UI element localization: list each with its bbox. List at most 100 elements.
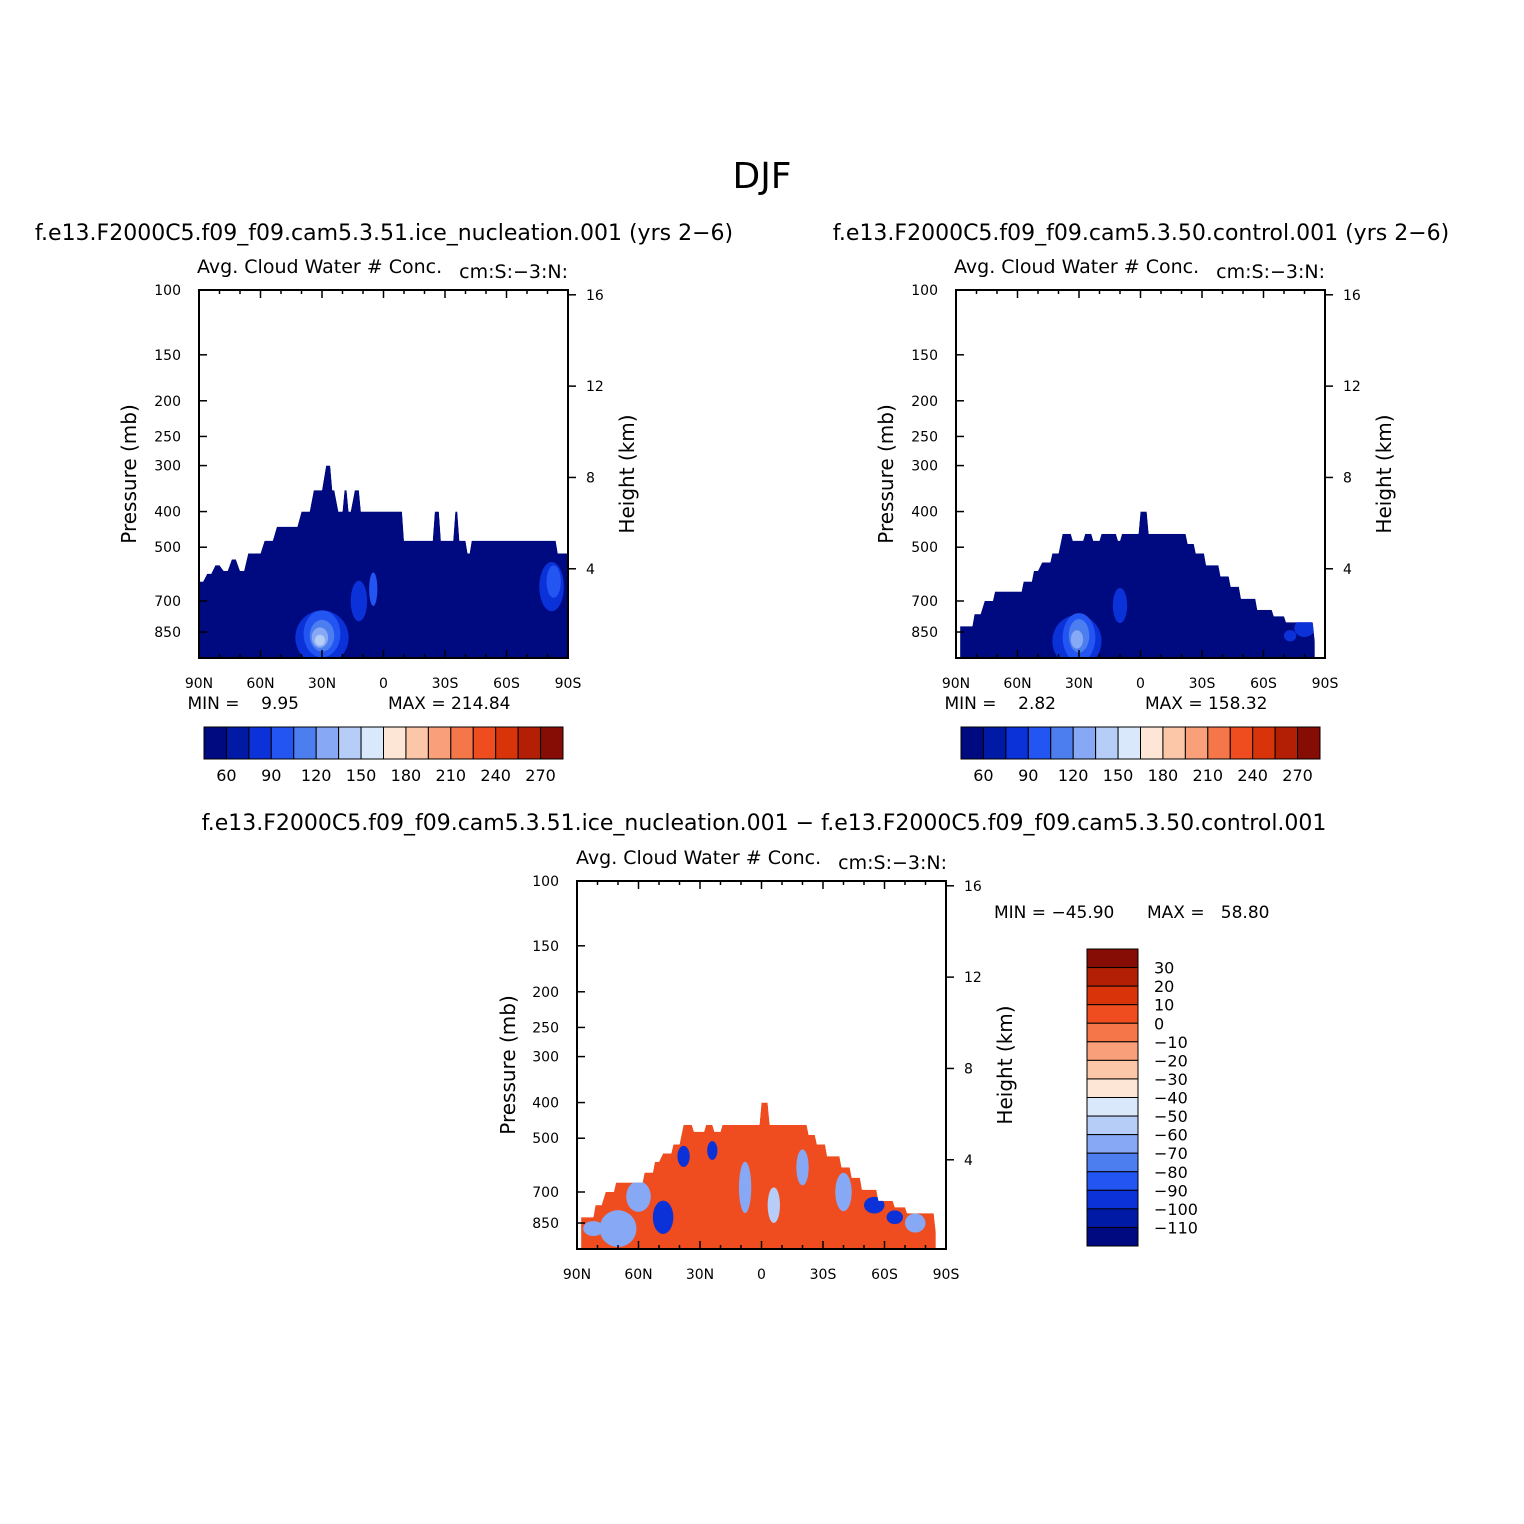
colorbar-label: 90 [261, 766, 281, 785]
contour-patch [767, 1187, 780, 1223]
colorbar-swatch [1086, 1171, 1139, 1191]
colorbar-swatch [1086, 967, 1139, 987]
x-tick-label: 0 [757, 1267, 766, 1283]
colorbar-swatch [540, 726, 564, 760]
y-tick-label-right: 16 [586, 288, 604, 304]
y-tick-label: 700 [911, 594, 938, 610]
colorbar-swatch [1086, 1059, 1139, 1080]
colorbar-label: −40 [1154, 1089, 1188, 1108]
x-tick-label: 0 [1136, 676, 1145, 692]
colorbar-swatch [982, 726, 1007, 760]
colorbar-swatch [1117, 726, 1141, 760]
colorbar-label: −70 [1154, 1144, 1188, 1163]
colorbar-label: −60 [1154, 1126, 1188, 1145]
colorbar-swatch [1086, 1189, 1139, 1210]
x-tick-label: 90N [185, 676, 213, 692]
contour-patch [1070, 630, 1084, 649]
colorbar-label: 20 [1154, 977, 1174, 996]
contour-patch [1112, 587, 1128, 624]
panel-region-label: cm:S:−3:N: [1216, 261, 1325, 283]
contour-patch [314, 634, 326, 646]
colorbar-swatch [1252, 726, 1276, 760]
panel-control: f.e13.F2000C5.f09_f09.cam5.3.50.control.… [833, 221, 1449, 785]
contour-fill [199, 465, 568, 658]
x-tick-label: 30S [1189, 676, 1216, 692]
y-tick-label: 100 [532, 874, 559, 890]
y-tick-label: 100 [911, 283, 938, 299]
x-tick-label: 90N [942, 676, 970, 692]
panel-case-title: f.e13.F2000C5.f09_f09.cam5.3.50.control.… [833, 221, 1449, 246]
colorbar-label: 240 [480, 766, 511, 785]
colorbar-swatch [270, 726, 295, 760]
contour-patch [369, 572, 378, 606]
min-value-label: MIN = 2.82 [944, 694, 1056, 714]
colorbar-swatch [1086, 948, 1139, 969]
colorbar-label: 210 [436, 766, 467, 785]
colorbar-label: 90 [1018, 766, 1038, 785]
contour-field [199, 465, 568, 658]
contour-patch [1284, 630, 1297, 642]
y-tick-label: 100 [154, 283, 181, 299]
colorbar-label: −20 [1154, 1051, 1188, 1070]
colorbar-label: 0 [1154, 1014, 1164, 1033]
panel-variable-title: Avg. Cloud Water # Conc. [576, 847, 821, 869]
contour-patch [1294, 619, 1315, 637]
contour-plot: 90N 60N 30N 0 30S 60S 90S 100 150 200 250 300 400 500… [532, 874, 982, 1283]
y-tick-label: 400 [911, 505, 938, 521]
panel-region-label: cm:S:−3:N: [459, 261, 568, 283]
x-tick-label: 30N [686, 1267, 714, 1283]
panel-ice-nucleation: f.e13.F2000C5.f09_f09.cam5.3.51.ice_nucl… [35, 221, 733, 785]
colorbar-swatch [360, 726, 384, 760]
x-tick-label: 30N [308, 676, 336, 692]
x-tick-label: 0 [379, 676, 388, 692]
y-tick-label-right: 12 [1343, 379, 1361, 395]
contour-patch [652, 1200, 674, 1234]
colorbar-swatch [1086, 1134, 1139, 1154]
y-tick-label-right: 16 [964, 879, 982, 895]
contour-plot: 90N 60N 30N 0 30S 60S 90S 100 150 200 250 300 400 500… [154, 283, 604, 692]
y-tick-label: 500 [154, 540, 181, 556]
contour-patch [738, 1161, 752, 1214]
colorbar-swatch [1274, 726, 1299, 760]
y-tick-label: 150 [911, 348, 938, 364]
contour-patch [677, 1145, 690, 1167]
colorbar-swatch [1162, 726, 1186, 760]
y-tick-label-right: 8 [1343, 470, 1352, 486]
colorbar-swatch [472, 726, 497, 760]
x-tick-label: 60N [624, 1267, 652, 1283]
y-tick-label-right: 4 [964, 1153, 973, 1169]
colorbar-label: 120 [1058, 766, 1089, 785]
colorbar-swatch [203, 726, 227, 760]
panel-variable-title: Avg. Cloud Water # Conc. [954, 256, 1199, 278]
y-tick-label: 850 [911, 625, 938, 641]
x-tick-label: 90S [1312, 676, 1339, 692]
y-tick-label: 200 [532, 985, 559, 1001]
colorbar-swatch [315, 726, 340, 760]
colorbar-swatch [225, 726, 250, 760]
colorbar-swatch [1207, 726, 1231, 760]
x-tick-label: 30N [1065, 676, 1093, 692]
colorbar-swatch [427, 726, 452, 760]
y-tick-label: 250 [154, 429, 181, 445]
y-tick-label: 850 [532, 1216, 559, 1232]
colorbar-swatch [1297, 726, 1321, 760]
contour-plot: 90N 60N 30N 0 30S 60S 90S 100 150 200 250 300 400 500… [911, 283, 1361, 692]
y-tick-label-right: 12 [586, 379, 604, 395]
x-tick-label: 90S [555, 676, 582, 692]
contour-patch [905, 1213, 926, 1233]
colorbar-swatch [383, 726, 407, 760]
y-tick-label-right: 4 [586, 562, 595, 578]
panel-case-title: f.e13.F2000C5.f09_f09.cam5.3.51.ice_nucl… [202, 811, 1327, 836]
colorbar: 60 90 120 150 180 210 240 270 [960, 726, 1321, 785]
colorbar-swatch [1086, 1022, 1139, 1043]
y-tick-label: 850 [154, 625, 181, 641]
colorbar-swatch [405, 726, 429, 760]
colorbar-label: 180 [1148, 766, 1179, 785]
y-tick-label-right: 8 [586, 470, 595, 486]
colorbar-label: −110 [1154, 1218, 1198, 1237]
colorbar-swatch [1086, 1078, 1139, 1098]
colorbar-swatch [1027, 726, 1052, 760]
x-tick-label: 60N [246, 676, 274, 692]
x-tick-label: 60N [1003, 676, 1031, 692]
